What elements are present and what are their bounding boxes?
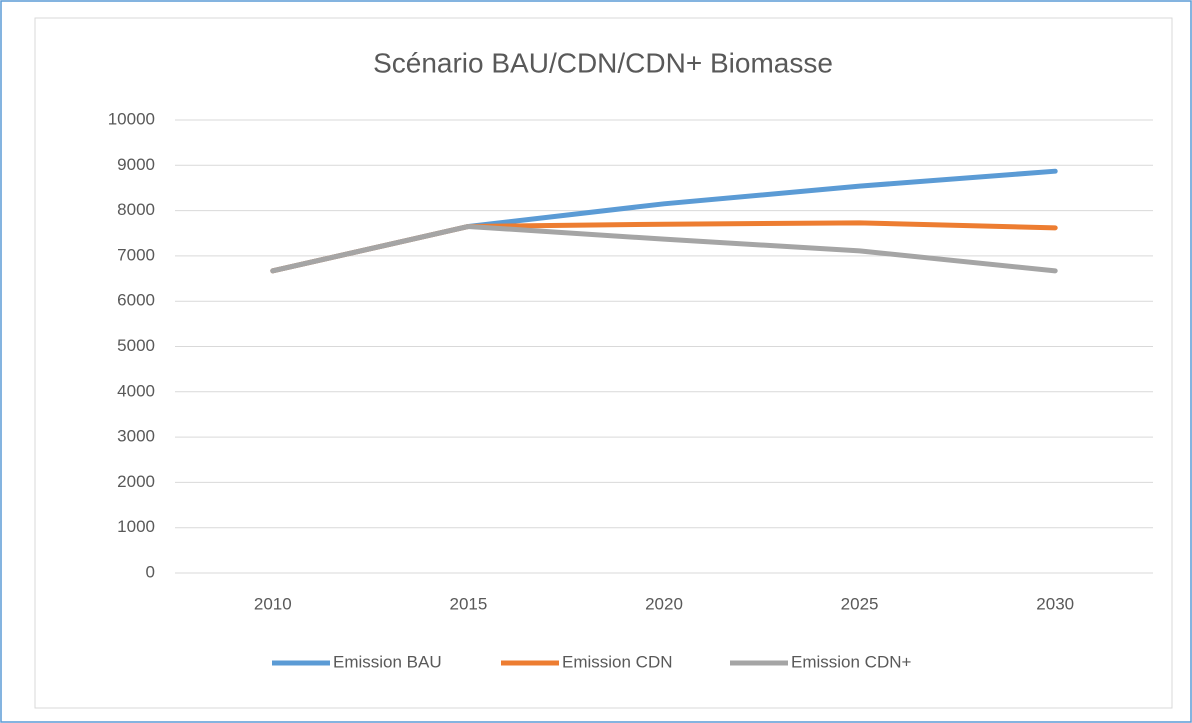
y-tick-label: 7000	[117, 245, 155, 264]
chart-title: Scénario BAU/CDN/CDN+ Biomasse	[373, 47, 833, 78]
y-tick-label: 8000	[117, 200, 155, 219]
legend-label: Emission BAU	[333, 652, 442, 671]
y-tick-label: 4000	[117, 381, 155, 400]
x-tick-label: 2020	[645, 594, 683, 613]
y-tick-label: 9000	[117, 155, 155, 174]
y-tick-label: 0	[146, 562, 155, 581]
y-tick-label: 10000	[108, 109, 155, 128]
x-tick-label: 2025	[841, 594, 879, 613]
chart-frame	[34, 17, 1173, 709]
y-tick-label: 2000	[117, 472, 155, 491]
x-tick-label: 2030	[1036, 594, 1074, 613]
y-tick-label: 3000	[117, 427, 155, 446]
series-line	[270, 223, 1058, 274]
legend-label: Emission CDN+	[791, 652, 912, 671]
y-tick-label: 5000	[117, 336, 155, 355]
y-tick-label: 6000	[117, 291, 155, 310]
x-tick-label: 2015	[449, 594, 487, 613]
legend-label: Emission CDN	[562, 652, 673, 671]
y-tick-label: 1000	[117, 517, 155, 536]
x-tick-label: 2010	[254, 594, 292, 613]
